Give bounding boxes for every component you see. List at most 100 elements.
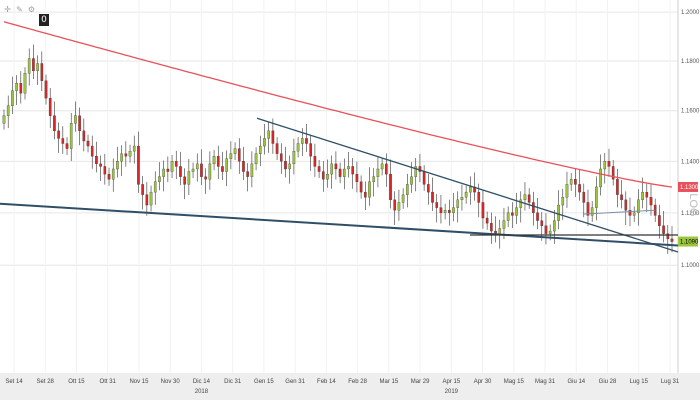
candle-down[interactable] xyxy=(662,225,665,234)
candle-down[interactable] xyxy=(61,138,65,144)
candle-down[interactable] xyxy=(670,238,674,242)
candle-up[interactable] xyxy=(506,212,510,221)
descending-trendline[interactable] xyxy=(256,117,679,253)
candle-up[interactable] xyxy=(229,153,233,159)
candle-down[interactable] xyxy=(271,130,275,144)
crosshair-icon[interactable]: ✛ xyxy=(4,4,11,14)
candle-down[interactable] xyxy=(485,217,489,224)
candle-up[interactable] xyxy=(380,163,384,170)
candle-down[interactable] xyxy=(309,143,312,157)
candle-up[interactable] xyxy=(460,197,464,201)
candle-down[interactable] xyxy=(141,184,144,195)
candle-up[interactable] xyxy=(414,166,418,177)
candle-up[interactable] xyxy=(116,161,119,170)
candle-up[interactable] xyxy=(565,184,569,198)
candle-up[interactable] xyxy=(225,158,228,172)
candle-up[interactable] xyxy=(548,230,552,234)
candle-down[interactable] xyxy=(422,171,426,185)
candle-up[interactable] xyxy=(233,148,237,154)
candle-up[interactable] xyxy=(74,115,77,124)
candle-up[interactable] xyxy=(590,207,594,216)
candle-up[interactable] xyxy=(557,204,560,221)
candle-up[interactable] xyxy=(595,186,598,208)
candle-down[interactable] xyxy=(527,194,531,203)
candle-down[interactable] xyxy=(607,161,611,167)
candle-down[interactable] xyxy=(616,179,619,195)
candle-up[interactable] xyxy=(456,199,460,208)
indicator-badge[interactable]: 0 xyxy=(39,14,49,26)
candle-down[interactable] xyxy=(364,191,367,198)
candle-up[interactable] xyxy=(296,143,300,152)
candle-down[interactable] xyxy=(355,173,359,182)
candle-up[interactable] xyxy=(69,123,73,149)
candle-up[interactable] xyxy=(502,220,506,229)
candle-down[interactable] xyxy=(174,161,178,167)
candle-down[interactable] xyxy=(53,115,56,132)
candle-down[interactable] xyxy=(275,143,279,154)
candle-down[interactable] xyxy=(317,166,321,172)
candle-down[interactable] xyxy=(183,176,186,185)
candle-up[interactable] xyxy=(128,150,132,157)
candle-down[interactable] xyxy=(658,215,661,226)
candle-up[interactable] xyxy=(376,168,380,177)
candle-down[interactable] xyxy=(338,168,342,177)
long-support-trendline[interactable] xyxy=(0,202,679,247)
candle-up[interactable] xyxy=(443,210,447,213)
candle-down[interactable] xyxy=(334,163,338,170)
candle-down[interactable] xyxy=(44,80,48,99)
candle-down[interactable] xyxy=(582,191,586,203)
candle-down[interactable] xyxy=(536,212,539,221)
candle-up[interactable] xyxy=(132,145,136,152)
candle-up[interactable] xyxy=(641,191,644,201)
candle-down[interactable] xyxy=(57,130,60,139)
candle-down[interactable] xyxy=(427,184,430,193)
candle-up[interactable] xyxy=(632,212,636,216)
candle-up[interactable] xyxy=(368,181,371,198)
candle-down[interactable] xyxy=(95,156,98,165)
candle-down[interactable] xyxy=(435,202,439,208)
candle-up[interactable] xyxy=(498,228,502,234)
candle-down[interactable] xyxy=(242,161,245,172)
candle-down[interactable] xyxy=(313,156,317,167)
candle-up[interactable] xyxy=(342,168,346,177)
candle-down[interactable] xyxy=(431,191,434,203)
candle-down[interactable] xyxy=(645,191,649,198)
candle-up[interactable] xyxy=(120,153,123,162)
candle-up[interactable] xyxy=(195,163,199,170)
candle-up[interactable] xyxy=(158,176,161,182)
candle-up[interactable] xyxy=(372,176,376,182)
candle-down[interactable] xyxy=(90,145,94,157)
candle-up[interactable] xyxy=(300,138,304,144)
candle-up[interactable] xyxy=(469,186,472,193)
candle-up[interactable] xyxy=(347,166,350,170)
candle-up[interactable] xyxy=(153,181,157,193)
candle-down[interactable] xyxy=(544,225,548,234)
candle-down[interactable] xyxy=(237,148,241,162)
settings-icon[interactable]: ⚙ xyxy=(27,4,36,14)
candle-up[interactable] xyxy=(187,171,191,185)
candle-down[interactable] xyxy=(107,173,111,180)
draw-icon[interactable]: ✎ xyxy=(16,4,23,14)
candle-up[interactable] xyxy=(2,115,6,124)
candle-down[interactable] xyxy=(216,156,220,167)
candle-down[interactable] xyxy=(246,171,249,177)
candle-up[interactable] xyxy=(254,153,258,165)
candle-down[interactable] xyxy=(145,194,149,206)
candle-down[interactable] xyxy=(385,163,388,175)
candle-down[interactable] xyxy=(204,176,207,180)
candle-down[interactable] xyxy=(32,58,35,72)
candle-down[interactable] xyxy=(448,210,451,213)
candle-down[interactable] xyxy=(78,115,81,132)
candle-up[interactable] xyxy=(258,145,262,154)
candle-down[interactable] xyxy=(574,179,577,185)
candle-up[interactable] xyxy=(288,163,291,170)
candle-up[interactable] xyxy=(36,63,39,72)
candle-down[interactable] xyxy=(649,197,653,206)
candle-up[interactable] xyxy=(292,150,296,165)
candle-up[interactable] xyxy=(6,105,10,116)
candle-up[interactable] xyxy=(401,194,405,203)
candle-up[interactable] xyxy=(637,199,640,213)
candle-down[interactable] xyxy=(586,202,590,216)
candle-up[interactable] xyxy=(603,161,607,170)
